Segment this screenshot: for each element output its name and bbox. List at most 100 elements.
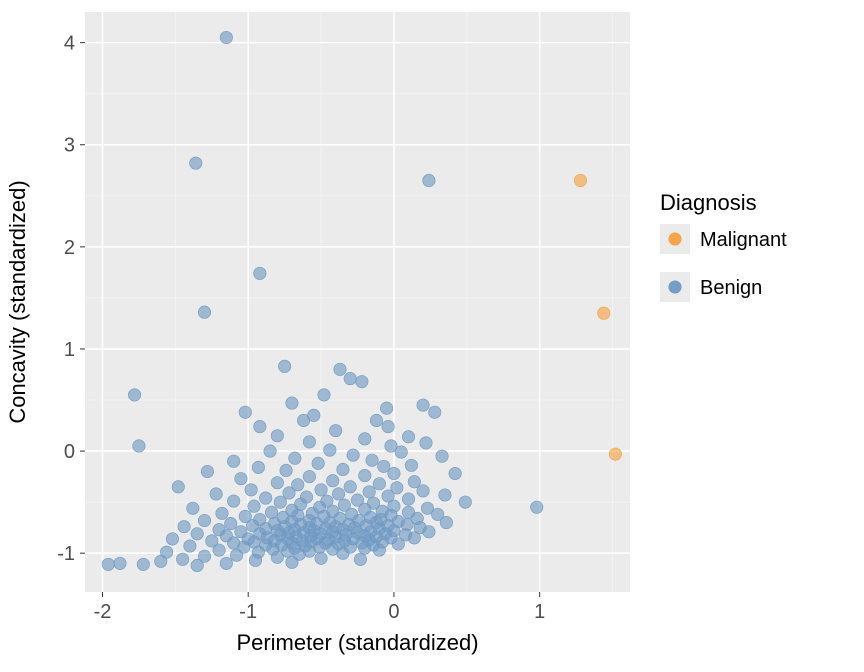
svg-text:-1: -1 xyxy=(57,543,75,565)
point-benign xyxy=(274,496,286,508)
point-benign xyxy=(439,489,451,501)
point-benign xyxy=(359,542,371,554)
point-malignant xyxy=(598,307,610,319)
point-benign xyxy=(252,461,264,473)
point-benign xyxy=(245,484,257,496)
point-benign xyxy=(315,484,327,496)
point-benign xyxy=(213,544,225,556)
svg-text:-1: -1 xyxy=(239,601,257,623)
point-benign xyxy=(289,452,301,464)
point-benign xyxy=(264,445,276,457)
point-benign xyxy=(114,557,126,569)
svg-text:0: 0 xyxy=(388,601,399,623)
point-benign xyxy=(184,540,196,552)
point-benign xyxy=(227,495,239,507)
point-benign xyxy=(380,402,392,414)
point-malignant xyxy=(609,448,621,460)
point-benign xyxy=(408,476,420,488)
svg-text:-2: -2 xyxy=(94,601,112,623)
point-benign xyxy=(395,446,407,458)
point-benign xyxy=(436,450,448,462)
legend-swatch xyxy=(669,233,681,245)
point-benign xyxy=(359,469,371,481)
chart-svg: -2 -1 0 1 -1 0 1 2 3 4 Perimeter (standardized) Con… xyxy=(0,0,864,672)
point-benign xyxy=(324,444,336,456)
point-benign xyxy=(531,501,543,513)
legend-label: Benign xyxy=(700,277,762,299)
point-benign xyxy=(230,549,242,561)
point-benign xyxy=(402,493,414,505)
point-benign xyxy=(155,555,167,567)
point-benign xyxy=(271,477,283,489)
point-benign xyxy=(249,554,261,566)
point-benign xyxy=(278,360,290,372)
y-axis-label: Concavity (standardized) xyxy=(5,180,30,423)
legend-label: Malignant xyxy=(700,229,787,251)
point-benign xyxy=(280,464,292,476)
point-benign xyxy=(198,514,210,526)
point-benign xyxy=(315,552,327,564)
point-benign xyxy=(312,457,324,469)
point-malignant xyxy=(574,174,586,186)
point-benign xyxy=(137,558,149,570)
point-benign xyxy=(133,440,145,452)
point-benign xyxy=(178,520,190,532)
point-benign xyxy=(297,414,309,426)
point-benign xyxy=(347,449,359,461)
point-benign xyxy=(402,431,414,443)
point-benign xyxy=(417,485,429,497)
point-benign xyxy=(405,459,417,471)
point-benign xyxy=(388,467,400,479)
point-benign xyxy=(271,551,283,563)
point-benign xyxy=(220,557,232,569)
point-benign xyxy=(334,363,346,375)
point-benign xyxy=(176,553,188,565)
scatter-chart: -2 -1 0 1 -1 0 1 2 3 4 Perimeter (standardized) Con… xyxy=(0,0,864,672)
point-benign xyxy=(429,406,441,418)
svg-text:2: 2 xyxy=(64,237,75,259)
legend-title: Diagnosis xyxy=(660,190,757,215)
svg-text:3: 3 xyxy=(64,135,75,157)
point-benign xyxy=(417,399,429,411)
legend-swatch xyxy=(669,281,681,293)
point-benign xyxy=(344,372,356,384)
point-benign xyxy=(363,486,375,498)
point-benign xyxy=(449,467,461,479)
x-axis-label: Perimeter (standardized) xyxy=(236,630,478,655)
point-benign xyxy=(303,470,315,482)
legend-item: Malignant xyxy=(660,224,787,254)
point-benign xyxy=(259,492,271,504)
svg-text:1: 1 xyxy=(534,601,545,623)
point-benign xyxy=(225,517,237,529)
svg-text:0: 0 xyxy=(64,441,75,463)
point-benign xyxy=(303,436,315,448)
point-benign xyxy=(220,31,232,43)
point-benign xyxy=(337,463,349,475)
point-benign xyxy=(359,433,371,445)
point-benign xyxy=(370,414,382,426)
svg-text:1: 1 xyxy=(64,339,75,361)
point-benign xyxy=(216,507,228,519)
point-benign xyxy=(318,389,330,401)
point-benign xyxy=(440,516,452,528)
point-benign xyxy=(286,556,298,568)
point-benign xyxy=(283,487,295,499)
point-benign xyxy=(227,455,239,467)
point-benign xyxy=(191,559,203,571)
svg-text:4: 4 xyxy=(64,33,75,55)
point-benign xyxy=(190,157,202,169)
point-benign xyxy=(332,488,344,500)
point-benign xyxy=(356,375,368,387)
point-benign xyxy=(373,544,385,556)
point-benign xyxy=(423,526,435,538)
point-benign xyxy=(327,474,339,486)
point-benign xyxy=(344,481,356,493)
point-benign xyxy=(420,437,432,449)
point-benign xyxy=(392,538,404,550)
legend-item: Benign xyxy=(660,272,762,302)
point-benign xyxy=(373,478,385,490)
point-benign xyxy=(329,424,341,436)
point-benign xyxy=(254,267,266,279)
point-benign xyxy=(128,389,140,401)
point-benign xyxy=(210,488,222,500)
